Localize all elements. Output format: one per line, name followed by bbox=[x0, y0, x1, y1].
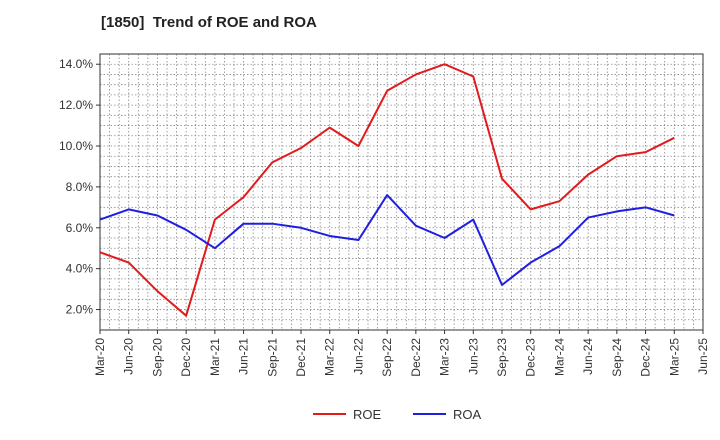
x-tick-label: Jun-24 bbox=[581, 338, 595, 375]
x-tick-label: Mar-22 bbox=[323, 338, 337, 376]
x-tick-label: Mar-24 bbox=[552, 338, 566, 376]
x-tick-label: Sep-20 bbox=[150, 338, 164, 377]
y-tick-label: 10.0% bbox=[59, 139, 93, 153]
x-tick-label: Sep-23 bbox=[495, 338, 509, 377]
y-tick-label: 12.0% bbox=[59, 98, 93, 112]
y-tick-label: 2.0% bbox=[66, 303, 94, 317]
x-tick-label: Sep-24 bbox=[610, 338, 624, 377]
plot-area bbox=[100, 54, 703, 330]
x-tick-label: Jun-23 bbox=[466, 338, 480, 375]
series-line-roe bbox=[99, 63, 675, 317]
x-axis-ticks: Mar-20 Jun-20 Sep-20 Dec-20 Mar-21 Jun-21 Sep-… bbox=[93, 330, 710, 377]
x-tick-label: Dec-23 bbox=[524, 338, 538, 377]
series-lines bbox=[99, 63, 675, 317]
legend-label-roa: ROA bbox=[453, 407, 482, 422]
x-tick-label: Sep-21 bbox=[265, 338, 279, 377]
legend-label-roe: ROE bbox=[353, 407, 382, 422]
x-tick-label: Mar-25 bbox=[667, 338, 681, 376]
x-tick-label: Jun-22 bbox=[351, 338, 365, 375]
x-tick-label: Jun-20 bbox=[122, 338, 136, 375]
x-tick-label: Dec-20 bbox=[179, 338, 193, 377]
x-tick-label: Dec-21 bbox=[294, 338, 308, 377]
y-axis-ticks: 2.0% 4.0% 6.0% 8.0% 10.0% 12.0% 14.0% bbox=[59, 57, 100, 317]
x-tick-label: Mar-21 bbox=[208, 338, 222, 376]
x-tick-label: Mar-20 bbox=[93, 338, 107, 376]
legend: ROE ROA bbox=[313, 407, 482, 422]
y-tick-label: 4.0% bbox=[66, 262, 94, 276]
y-tick-label: 14.0% bbox=[59, 57, 93, 71]
x-tick-label: Jun-25 bbox=[696, 338, 710, 375]
series-line-roa bbox=[99, 194, 675, 287]
x-tick-label: Mar-23 bbox=[438, 338, 452, 376]
y-tick-label: 8.0% bbox=[66, 180, 94, 194]
x-tick-label: Jun-21 bbox=[237, 338, 251, 375]
plot-frame bbox=[99, 53, 704, 331]
axes bbox=[99, 53, 704, 331]
x-tick-label: Sep-22 bbox=[380, 338, 394, 377]
x-tick-label: Dec-22 bbox=[409, 338, 423, 377]
chart-title: [1850] Trend of ROE and ROA bbox=[101, 14, 317, 31]
x-tick-label: Dec-24 bbox=[639, 338, 653, 377]
y-tick-label: 6.0% bbox=[66, 221, 94, 235]
grid-lines bbox=[100, 54, 703, 330]
